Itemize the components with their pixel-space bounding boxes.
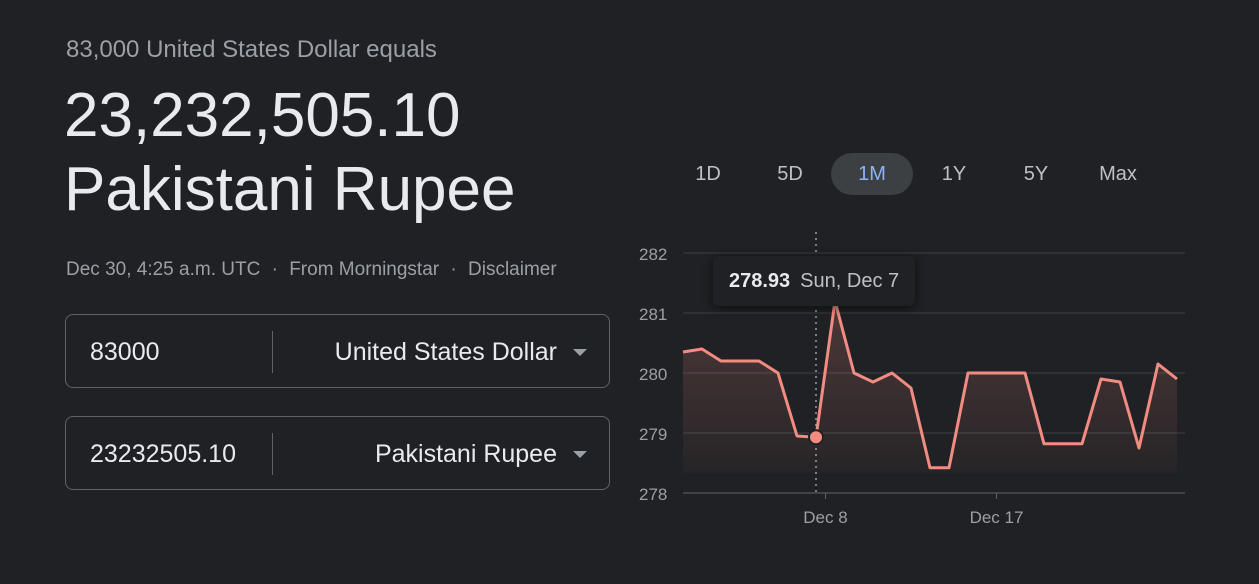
y-tick-label: 278 bbox=[639, 485, 667, 504]
separator-dot: · bbox=[271, 259, 278, 280]
separator-dot: · bbox=[450, 259, 457, 280]
field-divider bbox=[272, 433, 273, 475]
y-tick-label: 280 bbox=[639, 365, 667, 384]
to-currency-select[interactable]: Pakistani Rupee bbox=[375, 417, 587, 491]
source-label: From Morningstar bbox=[289, 259, 440, 280]
x-tick-label: Dec 8 bbox=[803, 508, 847, 527]
tooltip-value: 278.93 bbox=[729, 269, 791, 292]
from-amount-input[interactable]: 83000 bbox=[90, 338, 160, 366]
y-tick-label: 281 bbox=[639, 305, 667, 324]
from-currency-label: United States Dollar bbox=[334, 338, 557, 366]
disclaimer-link[interactable]: Disclaimer bbox=[468, 259, 557, 280]
tab-1m[interactable]: 1M bbox=[831, 153, 913, 195]
tab-max[interactable]: Max bbox=[1099, 163, 1137, 185]
y-tick-label: 279 bbox=[639, 425, 667, 444]
to-currency-field: 23232505.10 Pakistani Rupee bbox=[65, 416, 610, 490]
dropdown-caret-icon bbox=[573, 450, 587, 458]
from-currency-select[interactable]: United States Dollar bbox=[335, 315, 587, 389]
result-amount: 23,232,505.10 bbox=[64, 81, 461, 150]
tab-1d[interactable]: 1D bbox=[695, 163, 721, 185]
tooltip-date: Sun, Dec 7 bbox=[800, 269, 900, 292]
tab-5y[interactable]: 5Y bbox=[1023, 163, 1049, 185]
from-currency-field: 83000 United States Dollar bbox=[65, 314, 610, 388]
conversion-subtitle: 83,000 United States Dollar equals bbox=[66, 36, 437, 63]
hover-point-marker bbox=[808, 429, 824, 446]
dropdown-caret-icon bbox=[573, 348, 587, 356]
tab-1y[interactable]: 1Y bbox=[941, 163, 967, 185]
series-line bbox=[682, 299, 1178, 470]
conversion-meta: Dec 30, 4:25 a.m. UTC · From Morningstar… bbox=[66, 259, 557, 281]
to-amount-input[interactable]: 23232505.10 bbox=[90, 440, 236, 468]
time-range-tabs: 1D 5D 1M 1Y 5Y Max bbox=[667, 153, 1159, 195]
timestamp: Dec 30, 4:25 a.m. UTC bbox=[66, 259, 261, 280]
result-currency: Pakistani Rupee bbox=[64, 155, 516, 224]
tab-5d[interactable]: 5D bbox=[777, 163, 803, 185]
conversion-result: 23,232,505.10 Pakistani Rupee bbox=[64, 80, 516, 226]
field-divider bbox=[272, 331, 273, 373]
exchange-rate-chart[interactable]: 278 279 280 281 282 Dec 8 Dec 17 bbox=[620, 230, 1200, 540]
y-tick-label: 282 bbox=[639, 245, 667, 264]
to-currency-label: Pakistani Rupee bbox=[374, 440, 557, 468]
chart-tooltip: 278.93 Sun, Dec 7 bbox=[713, 256, 916, 306]
series-area bbox=[683, 301, 1177, 473]
x-tick-label: Dec 17 bbox=[970, 508, 1024, 527]
